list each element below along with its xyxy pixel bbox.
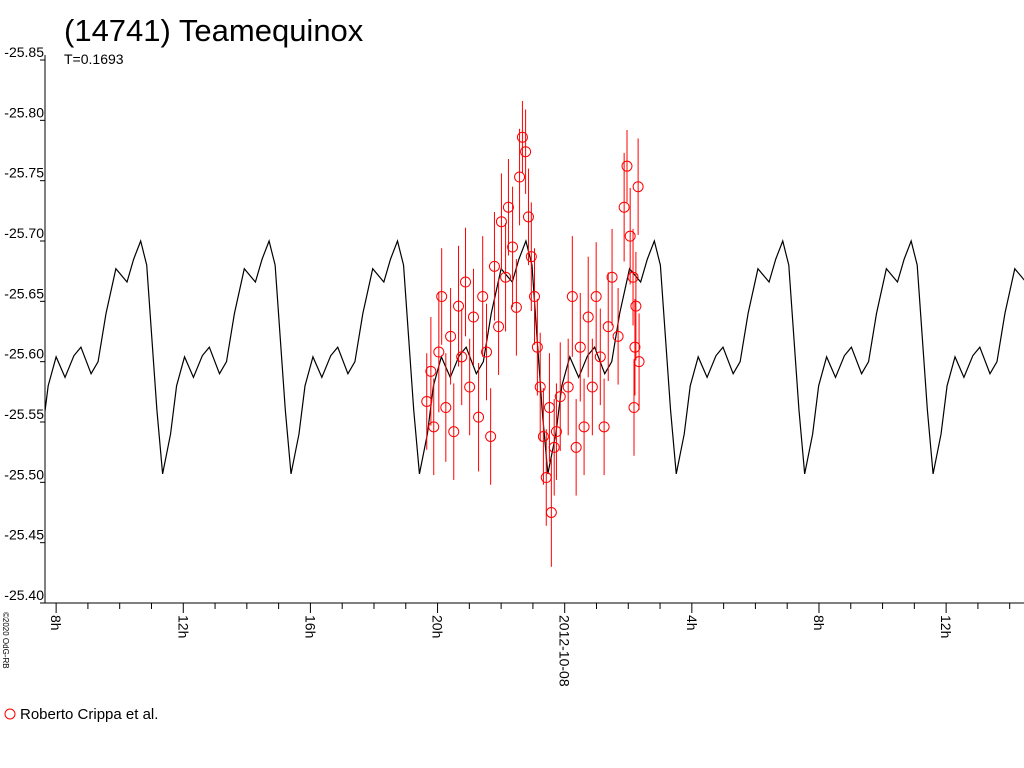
data-point	[514, 171, 526, 183]
data-point	[464, 381, 476, 393]
data-point	[570, 441, 582, 453]
y-tick-label: -25.45	[4, 527, 44, 543]
data-point	[467, 311, 479, 323]
y-tick-label: -25.70	[4, 225, 44, 241]
data-point	[562, 381, 574, 393]
data-point	[493, 321, 505, 333]
x-tick-label: 16h	[302, 615, 318, 638]
data-point	[550, 426, 562, 438]
data-point	[440, 402, 452, 414]
x-tick-label: 4h	[684, 615, 700, 631]
data-point	[448, 426, 460, 438]
data-point	[500, 271, 512, 283]
data-point	[495, 216, 507, 228]
data-point	[566, 291, 578, 303]
data-point	[554, 391, 566, 403]
data-point	[598, 421, 610, 433]
y-tick-label: -25.55	[4, 406, 44, 422]
x-tick-label: 2012-10-08	[557, 615, 573, 687]
data-point	[453, 300, 465, 312]
y-tick-label: -25.80	[4, 104, 44, 120]
data-point	[456, 351, 468, 363]
data-point	[574, 341, 586, 353]
x-tick-label: 12h	[938, 615, 954, 638]
legend-marker	[4, 708, 16, 720]
data-point	[537, 430, 549, 442]
data-point	[545, 507, 557, 518]
data-point	[473, 411, 485, 423]
copyright: ©2020 OdG-RB	[1, 612, 10, 669]
chart-title: (14741) Teamequinox	[64, 13, 364, 48]
data-point	[488, 260, 500, 272]
data-point	[602, 321, 614, 333]
y-tick-label: -25.50	[4, 466, 44, 482]
data-point	[618, 201, 630, 213]
y-tick-label: -25.85	[4, 44, 44, 60]
data-point	[534, 381, 546, 393]
data-point	[586, 381, 598, 393]
data-point	[477, 291, 489, 303]
data-point	[629, 341, 641, 353]
data-point	[425, 365, 437, 377]
data-point	[582, 311, 594, 323]
data-point	[421, 395, 433, 407]
data-point	[433, 346, 445, 358]
y-tick-label: -25.60	[4, 346, 44, 362]
data-point	[630, 300, 642, 312]
data-point	[460, 276, 472, 288]
data-point	[529, 291, 540, 303]
data-point	[516, 131, 528, 143]
data-point	[428, 421, 440, 433]
x-tick-label: 8h	[811, 615, 827, 631]
data-point	[578, 421, 590, 433]
data-point	[525, 251, 537, 263]
data-point	[502, 201, 514, 213]
x-tick-label: 20h	[430, 615, 446, 638]
data-point	[628, 402, 640, 414]
data-point	[627, 271, 639, 283]
legend-label: Roberto Crippa et al.	[20, 706, 158, 723]
x-tick-label: 8h	[48, 615, 64, 631]
y-tick-label: -25.40	[4, 587, 44, 603]
y-tick-label: -25.65	[4, 285, 44, 301]
data-point	[485, 430, 497, 442]
data-point	[436, 291, 448, 303]
points-layer	[421, 101, 645, 567]
data-point	[445, 330, 457, 342]
data-point	[590, 291, 602, 303]
data-point	[624, 230, 636, 242]
data-point	[548, 441, 560, 453]
data-point	[531, 341, 543, 353]
data-point	[606, 271, 618, 283]
data-point	[612, 330, 624, 342]
data-point	[481, 346, 493, 358]
data-point	[522, 211, 534, 223]
chart-subtitle: T=0.1693	[64, 51, 124, 67]
data-point	[510, 301, 522, 313]
data-point	[632, 181, 644, 193]
x-tick-label: 12h	[175, 615, 191, 638]
data-point	[594, 351, 606, 363]
data-point	[621, 160, 633, 172]
y-tick-label: -25.75	[4, 165, 44, 181]
data-point	[507, 241, 519, 253]
data-point	[520, 146, 532, 158]
legend: Roberto Crippa et al.	[4, 706, 158, 723]
